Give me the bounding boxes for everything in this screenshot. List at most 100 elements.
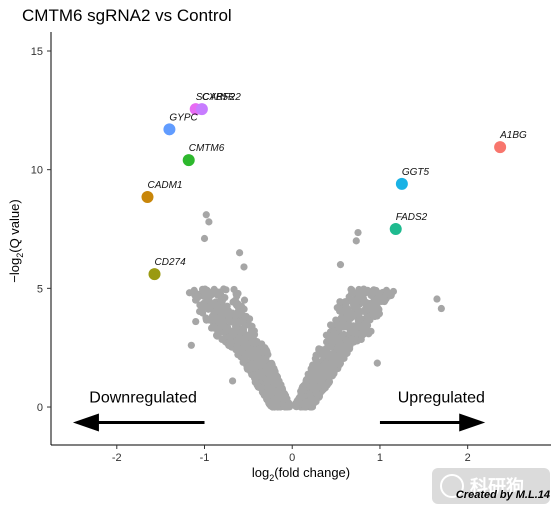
background-point [306, 391, 314, 399]
chart-title: CMTM6 sgRNA2 vs Control [22, 6, 232, 25]
background-point [354, 228, 362, 237]
background-point [256, 362, 264, 370]
background-point [192, 294, 201, 302]
background-point [309, 363, 317, 371]
background-point [342, 336, 350, 344]
x-tick-label: 1 [377, 452, 383, 464]
background-point [250, 364, 259, 372]
background-point [232, 311, 240, 319]
background-point [375, 310, 384, 318]
background-point [238, 317, 247, 325]
background-point [335, 356, 343, 364]
y-tick-label: 0 [37, 402, 43, 414]
background-point [322, 370, 330, 378]
background-point [328, 334, 337, 342]
background-point [324, 344, 332, 352]
background-point [335, 339, 343, 347]
background-point [273, 399, 282, 407]
background-point [360, 285, 368, 293]
background-point [265, 397, 273, 406]
background-point [352, 237, 360, 245]
background-point [327, 352, 335, 360]
background-point [336, 261, 345, 269]
background-point [347, 326, 355, 334]
background-point [364, 305, 372, 313]
background-point [222, 286, 230, 294]
x-axis-title-rest: (fold change) [274, 465, 350, 480]
background-point [302, 376, 310, 385]
gene-point-cd274 [148, 268, 161, 281]
background-point [250, 346, 258, 355]
credit-text: Created by M.L.14 [456, 489, 550, 501]
background-point [341, 298, 349, 306]
direction-annotations: Downregulated Upregulated [72, 389, 486, 432]
background-point [333, 321, 342, 329]
background-point [299, 400, 307, 408]
background-point [196, 301, 204, 309]
background-point [201, 286, 209, 294]
background-point [240, 263, 248, 271]
background-point [268, 385, 276, 393]
gene-label-scarf2: SCARF2 [196, 92, 236, 103]
gene-label-cd274: CD274 [155, 257, 187, 268]
background-point [231, 296, 239, 304]
x-tick-label: -2 [112, 452, 122, 464]
watermark-text: 科研狗 [470, 476, 524, 497]
background-point [348, 286, 356, 294]
x-axis-ticks: -2 -1 0 1 2 [112, 445, 471, 464]
x-tick-label: 2 [465, 452, 471, 464]
gene-point-gypc [163, 123, 176, 136]
background-point [248, 353, 256, 362]
watermark-badge: 科研狗 [432, 468, 550, 504]
gene-label-cmtm6: CMTM6 [189, 143, 225, 154]
background-point [338, 331, 346, 339]
background-point [221, 294, 229, 302]
y-axis-title-sub: 2 [15, 253, 25, 258]
background-point [367, 291, 375, 300]
background-point [333, 304, 341, 312]
background-point [258, 373, 266, 381]
gene-label-cadm1: CADM1 [147, 180, 182, 191]
background-point [381, 296, 389, 304]
x-axis-title: log2(fold change) [252, 465, 350, 483]
y-tick-label: 10 [31, 165, 43, 177]
background-point [203, 296, 211, 304]
background-point [352, 329, 360, 338]
gene-point-cyb5r2 [195, 103, 208, 116]
background-point [225, 312, 233, 320]
background-point [187, 341, 195, 349]
background-point [437, 304, 445, 313]
background-point [228, 377, 237, 385]
background-point [328, 370, 337, 378]
x-tick-label: 0 [289, 452, 295, 464]
background-point [339, 350, 347, 358]
background-point [362, 298, 370, 306]
background-point [202, 316, 210, 324]
background-point [343, 310, 351, 318]
background-point [232, 344, 241, 352]
background-point [374, 294, 382, 302]
background-point [211, 324, 219, 332]
background-points [185, 211, 445, 411]
background-point [219, 303, 227, 311]
right-arrow-head [459, 413, 486, 432]
background-point [354, 295, 362, 303]
background-point [202, 211, 210, 219]
gene-label-gypc: GYPC [169, 112, 198, 123]
y-axis-ticks: 0 5 10 15 [31, 46, 51, 414]
background-point [283, 402, 291, 410]
background-point [275, 377, 283, 385]
background-point [240, 296, 249, 304]
downregulated-label: Downregulated [89, 389, 197, 406]
background-point [294, 396, 303, 404]
y-tick-label: 15 [31, 46, 43, 58]
background-point [211, 307, 220, 316]
gene-point-ggt5 [395, 177, 408, 190]
background-point [211, 313, 219, 321]
background-point [311, 386, 320, 394]
background-point [312, 398, 320, 406]
gene-point-a1bg [494, 141, 507, 154]
gene-point-fads2 [389, 223, 402, 236]
background-point [312, 355, 320, 363]
